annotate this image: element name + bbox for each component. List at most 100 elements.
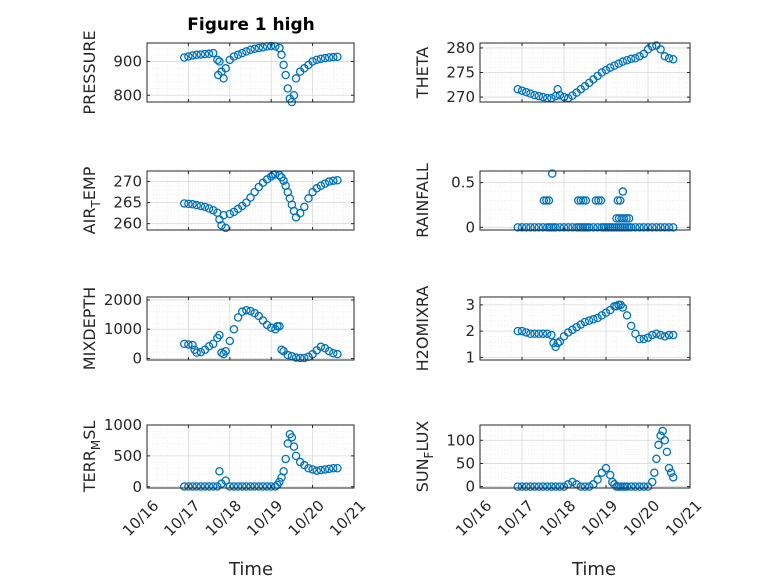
data-point: [184, 52, 193, 61]
data-point: [316, 54, 326, 64]
data-point: [597, 468, 607, 477]
data-point: [320, 465, 330, 474]
data-point: [180, 482, 189, 491]
axes-frame: [479, 296, 691, 361]
data-point: [547, 482, 556, 491]
data-point: [635, 334, 644, 344]
y-tick-label: 800: [113, 86, 142, 104]
data-point: [275, 322, 284, 331]
data-point: [581, 196, 591, 205]
data-point: [660, 223, 670, 232]
data-point: [242, 47, 251, 56]
y-tick-label: 265: [113, 194, 142, 212]
subplot-3: 260 265 270 AIRTEMP: [80, 166, 355, 234]
data-point: [192, 200, 201, 210]
x-axis-label-left: Time: [228, 559, 273, 580]
data-point: [308, 57, 317, 66]
data-point: [580, 482, 590, 491]
data-point: [287, 433, 297, 442]
x-tick-label: 10/17: [494, 497, 537, 540]
data-point: [596, 196, 606, 205]
y-tick-label: 0: [465, 478, 475, 496]
data-point: [639, 49, 649, 59]
data-point: [647, 223, 657, 232]
data-point: [266, 482, 276, 491]
x-tick-label: 10/17: [160, 497, 203, 540]
data-point: [324, 53, 334, 62]
data-point: [246, 193, 255, 202]
data-point: [521, 328, 531, 337]
data-point: [221, 64, 230, 73]
data-point: [289, 442, 299, 451]
y-axis-label: TERRMSL: [80, 421, 103, 494]
data-point: [196, 347, 206, 357]
data-point: [283, 350, 293, 360]
subplot-1: 800 900 PRESSURE: [80, 30, 355, 115]
data-point: [217, 348, 226, 357]
data-point: [544, 196, 554, 205]
data-point: [215, 57, 224, 66]
data-point: [513, 84, 523, 94]
data-point: [647, 477, 657, 487]
data-point: [551, 482, 560, 491]
data-point: [275, 170, 284, 180]
data-point: [246, 45, 255, 54]
data-point: [295, 353, 305, 363]
data-point: [324, 464, 334, 474]
data-point: [662, 447, 672, 457]
data-point: [594, 196, 603, 205]
data-point: [650, 468, 659, 477]
data-point: [664, 463, 674, 473]
data-point: [555, 223, 565, 232]
series-markers: [513, 169, 678, 232]
data-point: [656, 223, 665, 232]
data-point: [279, 176, 288, 185]
data-point: [526, 89, 535, 98]
data-point: [196, 50, 206, 59]
y-axis-label: SUNFLUX: [413, 421, 436, 493]
data-point: [618, 187, 628, 196]
data-point: [312, 466, 321, 475]
series-markers: [513, 41, 678, 103]
data-point: [279, 467, 288, 476]
data-point: [626, 482, 636, 491]
y-axis-label: H2OMIXRA: [413, 286, 432, 372]
data-point: [647, 330, 657, 340]
data-point: [605, 63, 615, 72]
data-point: [215, 467, 224, 476]
data-point: [591, 196, 601, 205]
y-tick-label: 2000: [104, 291, 142, 309]
data-point: [233, 482, 243, 491]
data-point: [300, 202, 309, 212]
data-point: [622, 55, 632, 65]
data-point: [584, 223, 594, 232]
data-point: [237, 482, 247, 491]
data-point: [616, 300, 625, 310]
data-point: [568, 325, 577, 335]
data-point: [242, 482, 251, 491]
data-point: [631, 53, 640, 63]
data-point: [660, 332, 670, 341]
data-point: [271, 482, 280, 491]
data-point: [601, 65, 611, 75]
data-point: [258, 43, 268, 52]
data-point: [221, 476, 230, 485]
data-point: [208, 48, 218, 58]
data-point: [584, 316, 594, 325]
data-point: [538, 92, 548, 102]
data-point: [622, 311, 632, 320]
axes-background: [146, 170, 355, 231]
data-point: [329, 349, 338, 358]
data-point: [188, 51, 197, 60]
y-tick-label: 1: [465, 348, 475, 366]
y-tick-label: 500: [113, 447, 142, 465]
data-point: [266, 41, 276, 51]
data-point: [204, 341, 214, 351]
data-point: [329, 176, 338, 185]
data-point: [250, 44, 259, 53]
y-tick-label: 1000: [104, 416, 142, 434]
data-point: [258, 482, 268, 491]
